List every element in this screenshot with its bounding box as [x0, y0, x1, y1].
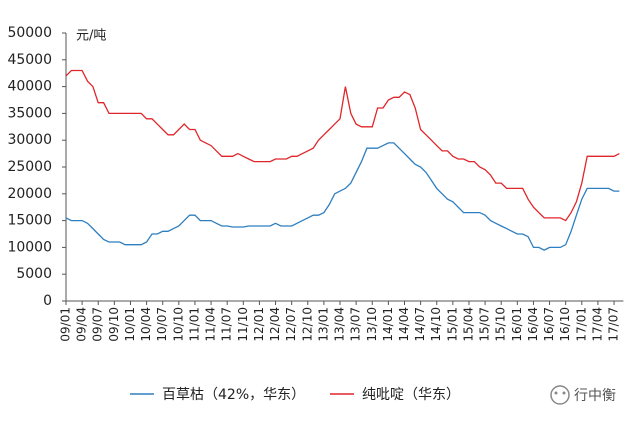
x-tick-label: 13/04 — [333, 307, 347, 342]
x-tick-label: 15/07 — [478, 307, 492, 342]
x-tick-label: 09/01 — [59, 307, 73, 342]
y-axis-label: 元/吨 — [76, 29, 106, 44]
x-tick-label: 10/07 — [155, 307, 169, 342]
y-tick-label: 35000 — [7, 105, 52, 121]
x-tick-label: 17/01 — [574, 307, 588, 342]
x-tick-label: 17/07 — [607, 307, 621, 342]
x-tick-label: 16/04 — [526, 307, 540, 342]
x-tick-label: 15/01 — [445, 307, 459, 342]
legend-label: 纯吡啶（华东） — [362, 387, 460, 403]
x-tick-label: 09/07 — [91, 307, 105, 342]
x-tick-label: 13/07 — [349, 307, 363, 342]
x-tick-label: 15/04 — [461, 307, 475, 342]
x-tick-label: 10/04 — [139, 307, 153, 342]
x-tick-label: 13/01 — [316, 307, 330, 342]
y-tick-label: 15000 — [7, 213, 52, 229]
y-tick-label: 10000 — [7, 239, 52, 255]
x-tick-label: 14/07 — [413, 307, 427, 342]
x-tick-label: 16/07 — [542, 307, 556, 342]
series-line — [65, 69, 620, 222]
legend-item: 百草枯（42%，华东） — [130, 387, 305, 403]
x-tick-label: 12/07 — [284, 307, 298, 342]
legend-label: 百草枯（42%，华东） — [162, 387, 305, 403]
x-tick-label: 15/10 — [494, 307, 508, 342]
watermark: 行中衡 — [574, 388, 616, 404]
x-tick-label: 14/04 — [397, 307, 411, 342]
y-tick-label: 5000 — [16, 266, 52, 282]
x-tick-label: 10/01 — [123, 307, 137, 342]
y-tick-label: 45000 — [7, 52, 52, 68]
x-tick-label: 12/04 — [268, 307, 282, 342]
y-tick-label: 0 — [43, 293, 52, 309]
x-tick-label: 10/10 — [171, 307, 185, 342]
series-line — [65, 142, 620, 251]
legend-item: 纯吡啶（华东） — [330, 387, 460, 403]
x-tick-label: 11/10 — [236, 307, 250, 342]
y-tick-label: 20000 — [7, 186, 52, 202]
x-tick-label: 11/04 — [204, 307, 218, 342]
x-tick-label: 16/01 — [510, 307, 524, 342]
y-tick-label: 50000 — [7, 25, 52, 41]
x-tick-label: 11/01 — [187, 307, 201, 342]
x-tick-label: 14/01 — [381, 307, 395, 342]
x-tick-label: 11/07 — [220, 307, 234, 342]
x-tick-label: 14/10 — [429, 307, 443, 342]
x-tick-label: 09/10 — [107, 307, 121, 342]
x-tick-label: 09/04 — [75, 307, 89, 342]
y-tick-label: 25000 — [7, 159, 52, 175]
x-tick-label: 12/01 — [252, 307, 266, 342]
y-tick-label: 40000 — [7, 79, 52, 95]
y-tick-label: 30000 — [7, 132, 52, 148]
watermark-icon — [550, 385, 570, 405]
x-tick-label: 16/10 — [558, 307, 572, 342]
x-tick-label: 17/04 — [590, 307, 604, 342]
x-tick-label: 13/10 — [365, 307, 379, 342]
x-tick-label: 12/10 — [300, 307, 314, 342]
